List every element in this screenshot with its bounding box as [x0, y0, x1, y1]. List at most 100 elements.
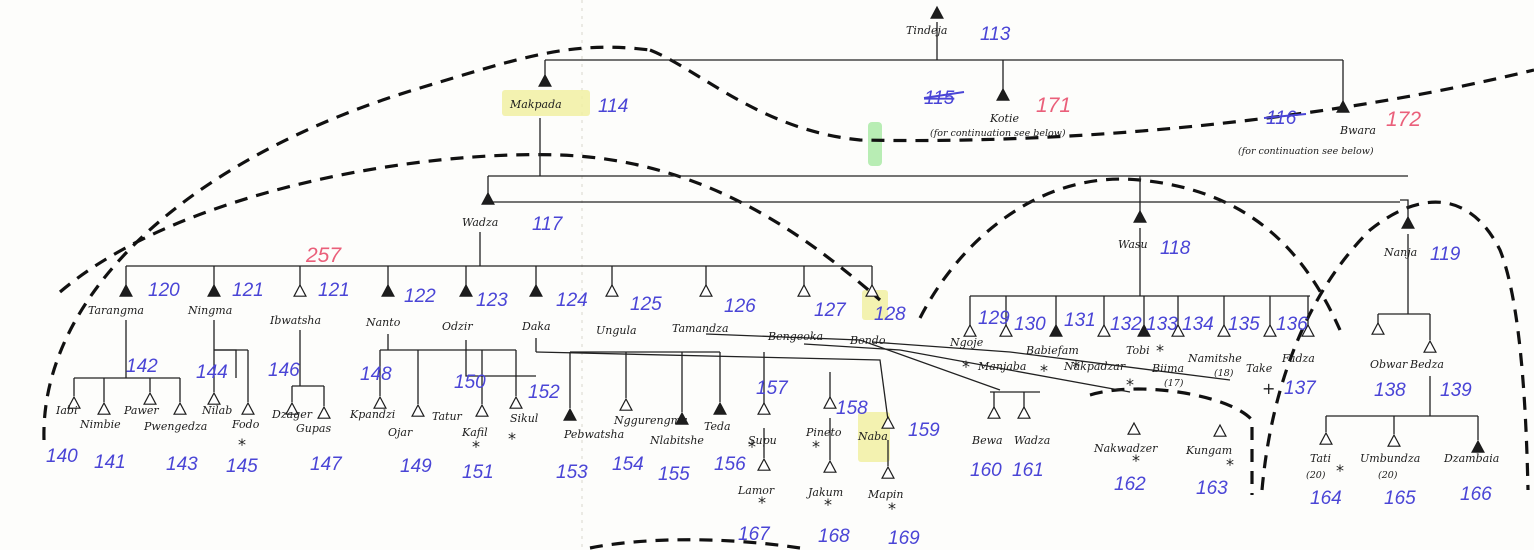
deceased-mark-kafil: * [472, 437, 480, 456]
sikul-female-symbol [509, 395, 523, 409]
dashed-boundary-inner-left [58, 153, 882, 302]
deceased-mark-nakwadzer: * [1132, 451, 1140, 470]
name-wadza: Wadza [462, 216, 498, 229]
num-umbundza: 165 [1384, 488, 1416, 509]
num-ngoje: 129 [978, 308, 1010, 329]
deceased-mark-pineto: * [812, 437, 820, 456]
name-wasu: Wasu [1118, 238, 1148, 251]
biima-female-symbol [1171, 323, 1185, 337]
num-kotie: 171 [1036, 94, 1071, 117]
name-ojar: Ojar [388, 426, 413, 439]
deceased-mark-lamor: * [758, 493, 766, 512]
num-nakwadzer: 162 [1114, 474, 1146, 495]
name-ningma: Ningma [187, 304, 232, 317]
num-gupas: 147 [310, 454, 343, 475]
name-daka: Daka [521, 320, 551, 333]
name-supu: Supu [748, 434, 777, 447]
name-biima: Biima [1151, 362, 1184, 375]
name-tamandza: Tamandza [672, 322, 729, 335]
name-babiefam: Babiefam [1025, 344, 1079, 357]
name-pwengedza: Pwengedza [143, 420, 207, 433]
num-naba: 159 [908, 420, 940, 441]
num-obwar: 138 [1374, 380, 1406, 401]
name-bewa: Bewa [971, 434, 1003, 447]
name-iabi: Iabi [55, 404, 77, 417]
pwengedza-female-symbol [173, 401, 187, 415]
name-manjaba: Manjaba [977, 360, 1026, 373]
name-bwara: Bwara [1339, 124, 1376, 137]
kotie-male-symbol [996, 87, 1010, 101]
num-bengeoka: 127 [814, 300, 847, 321]
bwara-male-symbol [1336, 99, 1350, 113]
deceased-mark-ngoje: * [962, 357, 970, 376]
name-tatur: Tatur [432, 410, 463, 423]
name-ungula: Ungula [596, 324, 637, 337]
name-odzir: Odzir [442, 320, 473, 333]
deceased-marks: * * * * * * * * * * * * * * * * + [238, 341, 1344, 518]
wasu-male-symbol [1133, 209, 1147, 223]
num-wadza2: 161 [1012, 460, 1044, 481]
node-symbols [67, 5, 1485, 479]
nilab-female-symbol [207, 391, 221, 405]
note-kotie: (for continuation see below) [930, 128, 1066, 139]
num-supu: 157 [756, 378, 789, 399]
deceased-mark-jakum: * [824, 495, 832, 514]
num-dzambaia: 166 [1460, 484, 1492, 505]
ningma-male-symbol [207, 283, 221, 297]
num-tati: 164 [1310, 488, 1342, 509]
note-bwara: (for continuation see below) [1238, 146, 1374, 157]
name-nilab: Nilab [201, 404, 232, 417]
ungula-female-symbol [605, 283, 619, 297]
nggurengma-female-symbol [619, 397, 633, 411]
cross-mark-take: + [1262, 379, 1275, 398]
num-makpada: 114 [598, 96, 628, 117]
name-bengeoka: Bengeoka [767, 330, 823, 343]
num-manjaba: 130 [1014, 314, 1046, 335]
jakum-female-symbol [823, 459, 837, 473]
nanto-male-symbol [381, 283, 395, 297]
name-tobi: Tobi [1126, 344, 1150, 357]
manjaba-female-symbol [999, 323, 1013, 337]
num-tarangma: 120 [148, 280, 180, 301]
name-dzager: Dzager [271, 408, 313, 421]
nakwadzer-female-symbol [1127, 421, 1141, 435]
supu-female-symbol [757, 401, 771, 415]
name-fadza: Fadza [1281, 352, 1315, 365]
name-take: Take [1246, 362, 1273, 375]
deceased-mark-supu: * [748, 437, 756, 456]
num-ungula: 125 [630, 294, 662, 315]
name-kpandzi: Kpandzi [349, 408, 395, 421]
babiefam-male-symbol [1049, 323, 1063, 337]
num-jakum: 168 [818, 526, 850, 547]
strike-kotie [923, 91, 965, 99]
num-mapin: 169 [888, 528, 920, 549]
line-odzir-link [465, 340, 536, 377]
num-ningma: 121 [232, 280, 264, 301]
name-makpada: Makpada [509, 98, 562, 111]
num-nggurengma: 154 [612, 454, 644, 475]
name-gupas: Gupas [296, 422, 331, 435]
ngoje-female-symbol [963, 323, 977, 337]
umbundza-female-symbol [1387, 433, 1401, 447]
green-mark [868, 122, 882, 166]
num-lamor: 167 [738, 524, 771, 545]
num-pineto: 158 [836, 398, 868, 419]
deceased-mark-tati: * [1336, 461, 1344, 480]
deceased-mark-nakpadzar: * [1126, 375, 1134, 394]
num-bwara: 172 [1386, 108, 1421, 131]
gupas-female-symbol [317, 405, 331, 419]
name-dzambaia: Dzambaia [1443, 452, 1499, 465]
highlight-bondo [862, 290, 888, 320]
num-odzir: 123 [476, 290, 508, 311]
take-female-symbol [1263, 323, 1277, 337]
num-bewa: 160 [970, 460, 1002, 481]
name-tarangma: Tarangma [88, 304, 144, 317]
bondo-female-symbol [865, 283, 879, 297]
deceased-mark-kungam: * [1226, 455, 1234, 474]
tamandza-female-symbol [699, 283, 713, 297]
name-teda: Teda [704, 420, 731, 433]
name-nggurengma: Nggurengma [613, 414, 688, 427]
teda-male-symbol [713, 401, 727, 415]
tobi-male-symbol [1137, 323, 1151, 337]
name-nimbie: Nimbie [79, 418, 121, 431]
